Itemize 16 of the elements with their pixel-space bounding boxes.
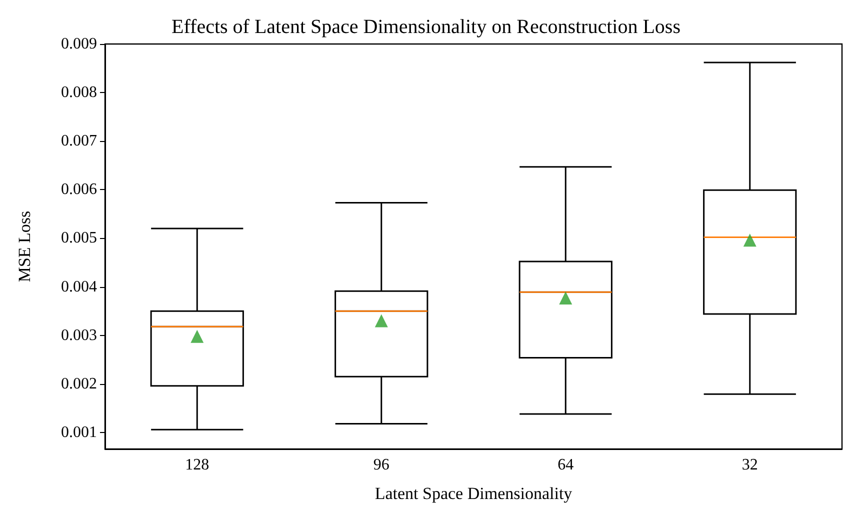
y-tick-label: 0.009: [61, 36, 97, 52]
x-tick-label: 64: [558, 456, 574, 474]
y-tick-label: 0.001: [61, 424, 97, 441]
chart-title: Effects of Latent Space Dimensionality on Reconstruction Loss: [172, 16, 681, 38]
y-tick-label: 0.008: [61, 84, 97, 102]
x-tick-label: 96: [373, 456, 390, 474]
y-axis-title: MSE Loss: [15, 210, 34, 282]
y-tick-label: 0.003: [61, 326, 97, 344]
y-tick-label: 0.005: [61, 230, 97, 247]
y-tick-label: 0.006: [61, 181, 97, 198]
y-tick-label: 0.002: [61, 375, 97, 392]
x-axis-title: Latent Space Dimensionality: [374, 484, 573, 503]
y-tick-label: 0.007: [61, 132, 97, 150]
x-tick-label: 32: [742, 456, 758, 474]
x-tick-label: 128: [185, 456, 210, 474]
y-tick-label: 0.004: [61, 278, 97, 296]
